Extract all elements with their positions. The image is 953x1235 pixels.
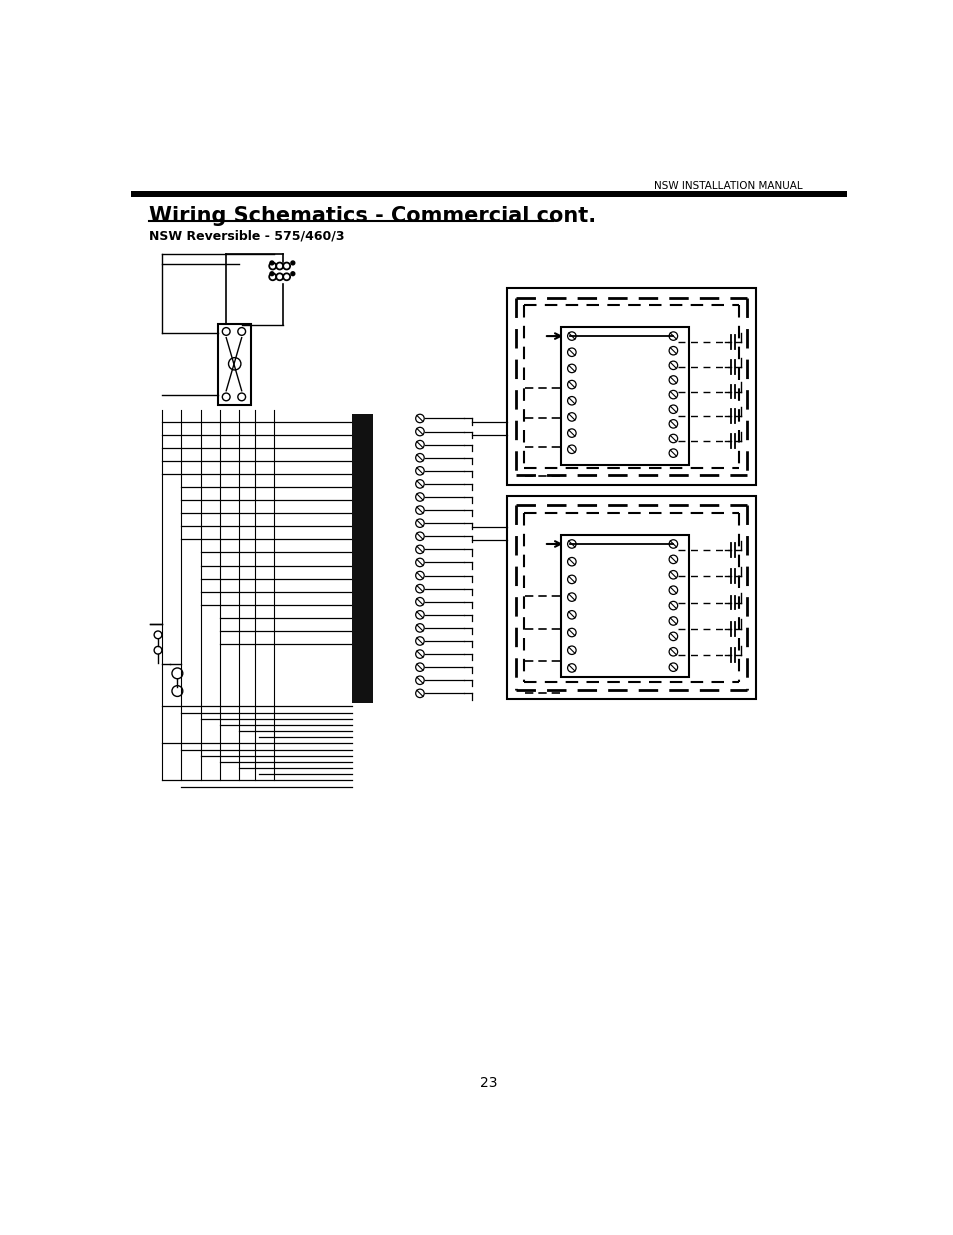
Bar bbox=[131, 190, 846, 196]
Text: Wiring Schematics - Commercial cont.: Wiring Schematics - Commercial cont. bbox=[149, 206, 596, 226]
Circle shape bbox=[270, 272, 274, 275]
Circle shape bbox=[270, 261, 274, 264]
Circle shape bbox=[291, 261, 294, 264]
Bar bbox=[560, 327, 688, 466]
Text: 23: 23 bbox=[479, 1076, 497, 1091]
Text: NSW Reversible - 575/460/3: NSW Reversible - 575/460/3 bbox=[149, 228, 344, 242]
Text: NSW INSTALLATION MANUAL: NSW INSTALLATION MANUAL bbox=[654, 180, 802, 190]
Bar bbox=[506, 288, 756, 484]
Bar bbox=[218, 324, 251, 405]
Bar bbox=[506, 496, 756, 699]
Circle shape bbox=[291, 272, 294, 275]
Bar bbox=[560, 535, 688, 677]
Bar bbox=[352, 414, 373, 703]
